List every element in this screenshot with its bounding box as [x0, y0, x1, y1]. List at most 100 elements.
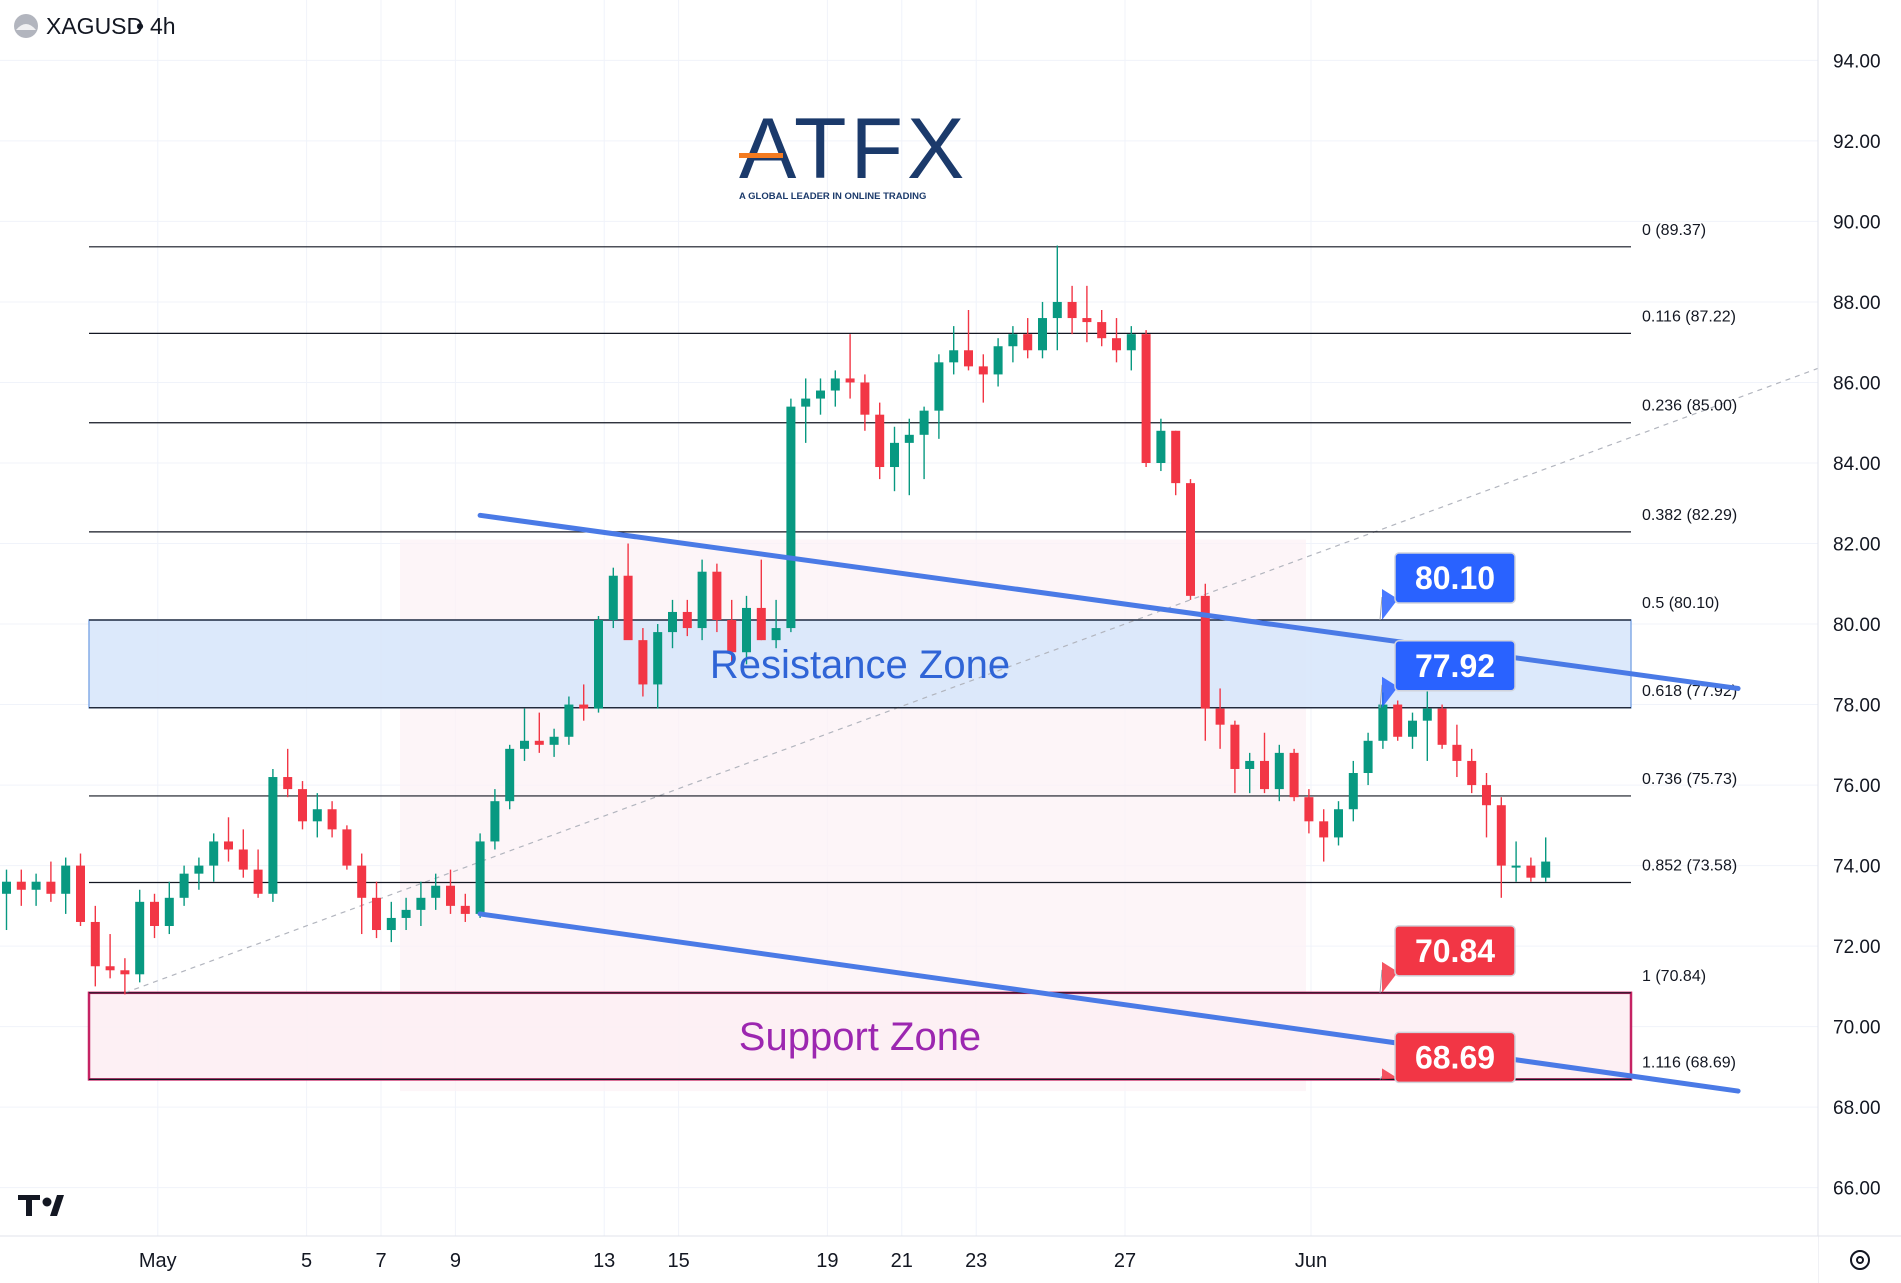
- candle[interactable]: [682, 599, 692, 637]
- candle[interactable]: [1289, 748, 1299, 802]
- candle[interactable]: [312, 793, 322, 838]
- trend-lines[interactable]: [477, 512, 1741, 1094]
- candle[interactable]: [431, 873, 441, 910]
- candle[interactable]: [224, 817, 233, 862]
- candle[interactable]: [1393, 700, 1403, 741]
- candle[interactable]: [520, 708, 529, 761]
- candle[interactable]: [1067, 285, 1077, 335]
- candle[interactable]: [1304, 789, 1314, 834]
- candle[interactable]: [594, 615, 603, 713]
- candle[interactable]: [194, 857, 204, 890]
- candle[interactable]: [90, 905, 100, 987]
- candle[interactable]: [372, 881, 381, 939]
- candle[interactable]: [697, 559, 707, 641]
- candle[interactable]: [238, 829, 248, 878]
- candle[interactable]: [446, 869, 455, 914]
- candle[interactable]: [150, 893, 159, 939]
- candle[interactable]: [1023, 318, 1033, 359]
- candle[interactable]: [564, 696, 574, 745]
- candle[interactable]: [1141, 330, 1151, 468]
- candle[interactable]: [623, 543, 633, 641]
- candle[interactable]: [61, 857, 71, 914]
- candle[interactable]: [771, 599, 781, 649]
- candle[interactable]: [534, 712, 544, 753]
- candle[interactable]: [638, 628, 648, 697]
- candle[interactable]: [1541, 837, 1551, 882]
- candle[interactable]: [830, 370, 840, 407]
- candle[interactable]: [1186, 479, 1195, 600]
- candle[interactable]: [949, 326, 959, 375]
- candle[interactable]: [1408, 712, 1417, 749]
- candle[interactable]: [16, 869, 26, 906]
- price-axis[interactable]: 94.00 92.00 90.00 88.00 86.00 84.00 82.00 80.00…: [1833, 51, 1881, 1199]
- candle[interactable]: [135, 889, 145, 983]
- candle[interactable]: [1437, 704, 1447, 749]
- candle[interactable]: [357, 853, 367, 935]
- candle[interactable]: [475, 833, 485, 918]
- candle[interactable]: [1334, 801, 1343, 846]
- candle[interactable]: [1526, 857, 1536, 882]
- candle[interactable]: [1038, 301, 1047, 359]
- support-zone[interactable]: [87, 991, 1633, 1081]
- candle[interactable]: [579, 684, 589, 721]
- symbol-header[interactable]: XAGUSD • 4h: [14, 13, 176, 39]
- time-axis[interactable]: May 5 7 9 13 15 19 21 23 27 Jun: [139, 1250, 1327, 1272]
- candle[interactable]: [209, 833, 219, 882]
- candle[interactable]: [283, 748, 293, 798]
- candle[interactable]: [668, 599, 677, 649]
- candle[interactable]: [253, 849, 263, 898]
- candle[interactable]: [1008, 326, 1018, 363]
- candle[interactable]: [1245, 752, 1255, 794]
- candle[interactable]: [993, 338, 1003, 387]
- candle-series[interactable]: [2, 245, 1551, 995]
- candle[interactable]: [490, 789, 500, 850]
- candle[interactable]: [549, 728, 559, 757]
- candle[interactable]: [1482, 773, 1491, 838]
- fib-retracement[interactable]: 0 (89.37) 0.116 (87.22) 0.236 (85.00) 0.382…: [89, 222, 1901, 1080]
- candle[interactable]: [179, 865, 189, 906]
- candle[interactable]: [386, 901, 396, 943]
- candle[interactable]: [105, 934, 115, 979]
- candle[interactable]: [712, 563, 722, 633]
- candle[interactable]: [2, 869, 11, 931]
- candle[interactable]: [1171, 430, 1181, 496]
- candle[interactable]: [31, 873, 41, 906]
- candle[interactable]: [1082, 285, 1092, 343]
- candle[interactable]: [1363, 732, 1373, 786]
- candle[interactable]: [875, 402, 885, 480]
- candle[interactable]: [919, 406, 929, 480]
- candle[interactable]: [1467, 748, 1477, 794]
- candle[interactable]: [608, 567, 618, 629]
- candle[interactable]: [860, 374, 870, 431]
- candle[interactable]: [934, 354, 944, 439]
- candle[interactable]: [1230, 720, 1240, 794]
- candle[interactable]: [164, 881, 174, 935]
- candle[interactable]: [1511, 841, 1521, 882]
- candle[interactable]: [1156, 418, 1166, 472]
- candle[interactable]: [1274, 744, 1284, 802]
- candle[interactable]: [327, 801, 337, 838]
- candle[interactable]: [416, 881, 426, 926]
- candle[interactable]: [505, 744, 515, 810]
- settings-gear-icon[interactable]: [1850, 1250, 1870, 1270]
- candle[interactable]: [904, 418, 914, 496]
- candle[interactable]: [727, 599, 737, 665]
- candle[interactable]: [978, 354, 988, 403]
- candle[interactable]: [801, 378, 811, 443]
- candle[interactable]: [1052, 245, 1062, 351]
- candle[interactable]: [1496, 797, 1506, 898]
- candle[interactable]: [268, 768, 278, 902]
- candle[interactable]: [1097, 310, 1107, 347]
- candle[interactable]: [76, 853, 85, 926]
- candle[interactable]: [890, 426, 899, 492]
- candle[interactable]: [1126, 326, 1136, 371]
- candle[interactable]: [786, 398, 796, 633]
- lower-channel-line[interactable]: [477, 911, 1741, 1094]
- candle[interactable]: [1319, 809, 1329, 862]
- upper-channel-line[interactable]: [477, 512, 1741, 691]
- candle[interactable]: [1452, 724, 1462, 778]
- candle[interactable]: [342, 825, 352, 870]
- candle[interactable]: [1112, 318, 1121, 363]
- candle[interactable]: [1260, 732, 1269, 794]
